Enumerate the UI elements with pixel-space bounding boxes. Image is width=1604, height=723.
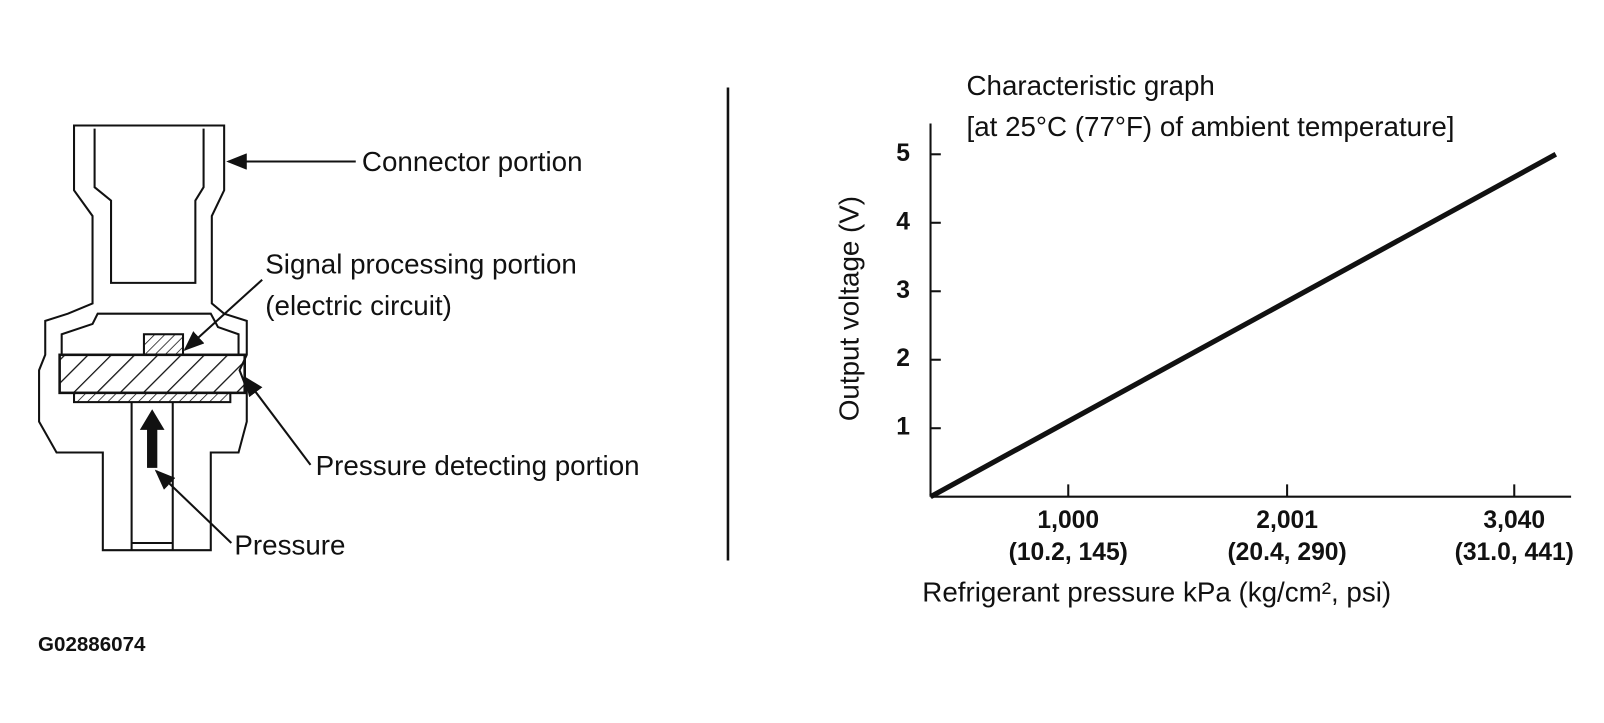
x-tick-label: 1,000 bbox=[1037, 507, 1099, 534]
y-axis-label: Output voltage (V) bbox=[834, 196, 865, 421]
y-tick-label: 3 bbox=[896, 277, 910, 304]
figure-id: G02886074 bbox=[38, 633, 146, 656]
label: Pressure detecting portion bbox=[316, 450, 640, 481]
label: Pressure bbox=[234, 529, 345, 560]
label: (electric circuit) bbox=[265, 290, 452, 321]
y-tick-label: 2 bbox=[896, 345, 910, 372]
x-tick-sublabel: (31.0, 441) bbox=[1455, 539, 1574, 566]
x-tick-sublabel: (10.2, 145) bbox=[1009, 539, 1128, 566]
y-tick-label: 5 bbox=[896, 140, 910, 167]
data-line bbox=[929, 152, 1558, 499]
x-tick-label: 2,001 bbox=[1256, 507, 1318, 534]
chart-subtitle: [at 25°C (77°F) of ambient temperature] bbox=[967, 111, 1455, 142]
y-tick-label: 1 bbox=[896, 414, 910, 441]
y-tick-label: 4 bbox=[896, 208, 910, 235]
label: Connector portion bbox=[362, 146, 583, 177]
sensor-drawing bbox=[38, 87, 730, 561]
label: Signal processing portion bbox=[265, 249, 577, 280]
x-axis-label: Refrigerant pressure kPa (kg/cm², psi) bbox=[922, 577, 1391, 608]
x-tick-label: 3,040 bbox=[1483, 507, 1545, 534]
chart-title: Characteristic graph bbox=[967, 70, 1215, 101]
x-tick-sublabel: (20.4, 290) bbox=[1227, 539, 1346, 566]
